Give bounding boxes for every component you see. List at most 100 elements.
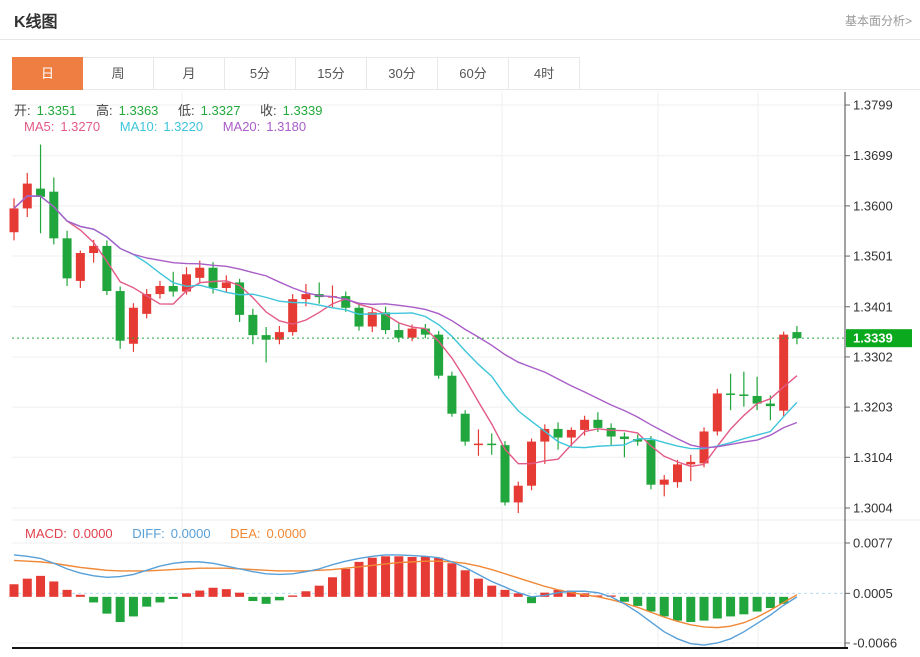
- candle-body: [142, 294, 152, 314]
- tab-5分[interactable]: 5分: [225, 57, 296, 90]
- candle-body: [248, 314, 258, 336]
- dea-value: 0.0000: [266, 526, 307, 541]
- ma20-label: MA20:: [222, 119, 261, 134]
- macd-bar: [235, 592, 245, 597]
- macd-bar: [288, 595, 298, 597]
- tab-日[interactable]: 日: [12, 57, 83, 90]
- dea-label: DEA:: [230, 526, 261, 541]
- candle-body: [115, 291, 125, 341]
- macd-bar: [128, 596, 138, 617]
- fundamental-analysis-link[interactable]: 基本面分析>: [844, 14, 912, 28]
- macd-bar: [699, 596, 709, 621]
- macd-bar: [646, 596, 656, 612]
- candle-body: [659, 479, 669, 485]
- price-tick-label: 1.3004: [853, 501, 893, 516]
- macd-bar: [274, 596, 284, 601]
- price-tick-label: 1.3104: [853, 450, 893, 465]
- macd-bar: [62, 589, 72, 597]
- candle-body: [712, 393, 722, 432]
- candle-body: [752, 395, 762, 404]
- macd-bar: [36, 575, 46, 597]
- candle-body: [36, 188, 46, 197]
- ma10-value: 1.3220: [163, 119, 204, 134]
- candle-body: [301, 294, 311, 300]
- tab-60分[interactable]: 60分: [438, 57, 509, 90]
- candle-body: [513, 485, 523, 503]
- candle-body: [487, 443, 497, 446]
- ma5-label: MA5:: [24, 119, 55, 134]
- candle-body: [792, 332, 802, 339]
- candle-body: [381, 312, 391, 331]
- macd-bar: [566, 590, 576, 597]
- macd-bar: [301, 591, 311, 597]
- ma5-value: 1.3270: [60, 119, 101, 134]
- ma20-line: [13, 195, 798, 449]
- candle-body: [580, 419, 590, 430]
- candle-body: [354, 307, 364, 327]
- macd-bar: [752, 596, 762, 612]
- macd-bar: [381, 556, 391, 597]
- macd-bar: [49, 581, 59, 597]
- candle-body: [633, 439, 643, 442]
- macd-bar: [779, 596, 789, 604]
- tab-4时[interactable]: 4时: [509, 57, 580, 90]
- candle-body: [739, 394, 749, 396]
- candle-body: [473, 443, 483, 446]
- low-value: 1.3327: [200, 103, 241, 118]
- candle-body: [155, 285, 165, 295]
- tab-30分[interactable]: 30分: [367, 57, 438, 90]
- tab-月[interactable]: 月: [154, 57, 225, 90]
- candle-body: [341, 296, 351, 308]
- macd-bar: [619, 596, 629, 602]
- candle-body: [606, 427, 616, 437]
- macd-bar: [102, 596, 112, 614]
- macd-bar: [633, 596, 643, 606]
- macd-bar: [261, 596, 271, 604]
- candle-body: [182, 274, 192, 292]
- macd-bar: [182, 593, 192, 597]
- diff-label: DIFF:: [132, 526, 165, 541]
- candle-body: [447, 375, 457, 414]
- candle-body: [673, 464, 682, 483]
- candle-body: [460, 413, 470, 442]
- macd-bar: [115, 596, 125, 623]
- ma20-value: 1.3180: [266, 119, 307, 134]
- candle-body: [221, 282, 231, 288]
- macd-bar: [341, 568, 351, 597]
- macd-value: 0.0000: [72, 526, 113, 541]
- open-value: 1.3351: [36, 103, 77, 118]
- macd-bar: [142, 596, 152, 607]
- candle-body: [646, 440, 656, 485]
- macd-bar: [221, 589, 231, 597]
- macd-bar: [686, 596, 696, 623]
- open-label: 开:: [14, 103, 31, 118]
- macd-bar: [327, 577, 337, 597]
- macd-bar: [473, 578, 483, 597]
- diff-line: [13, 554, 798, 646]
- candle-body: [62, 238, 72, 279]
- macd-bar: [673, 596, 682, 621]
- candle-body: [686, 461, 696, 465]
- tab-15分[interactable]: 15分: [296, 57, 367, 90]
- page-header: K线图 基本面分析>: [0, 0, 920, 40]
- candle-body: [394, 330, 404, 338]
- ma10-label: MA10:: [119, 119, 158, 134]
- macd-bar: [354, 561, 364, 597]
- price-tick-label: 1.3799: [853, 98, 893, 113]
- candle-body: [102, 245, 112, 292]
- candle-body: [420, 328, 430, 335]
- candle-body: [619, 436, 629, 440]
- candle-body: [128, 307, 138, 344]
- macd-label: MACD:: [25, 526, 67, 541]
- macd-readout: MACD: 0.0000 DIFF: 0.0000 DEA: 0.0000: [25, 526, 312, 541]
- macd-bar: [527, 596, 537, 604]
- macd-bar: [712, 596, 722, 619]
- macd-bar: [89, 596, 99, 603]
- candle-body: [89, 245, 99, 254]
- candle-body: [726, 393, 736, 395]
- macd-bar: [420, 556, 430, 597]
- candle-body: [540, 428, 550, 442]
- tab-周[interactable]: 周: [83, 57, 154, 90]
- macd-bar: [659, 596, 669, 617]
